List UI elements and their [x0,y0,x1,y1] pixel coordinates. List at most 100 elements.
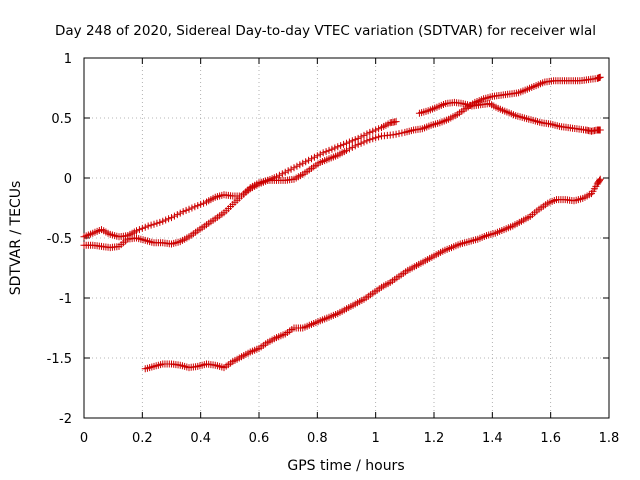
data-point [343,146,350,154]
data-point [176,209,184,217]
data-point [313,152,321,160]
y-tick-label: 0.5 [51,112,72,127]
chart-title: Day 248 of 2020, Sidereal Day-to-day VTE… [55,23,596,39]
data-point [363,137,371,145]
data-point [293,162,301,170]
series-4 [141,175,604,373]
data-point [322,148,330,156]
data-point [343,139,350,147]
data-point [389,131,397,139]
data-point [275,171,283,179]
data-point [170,212,178,220]
x-tick-label: 0.8 [307,431,328,446]
data-point [284,167,292,175]
data-point [162,216,170,224]
data-point [278,170,286,178]
data-point [153,219,161,227]
x-tick-label: 1.2 [424,431,445,446]
data-point [197,200,205,208]
y-tick-label: -0.5 [47,232,72,247]
data-point [348,137,356,145]
data-point [138,224,146,232]
x-tick-label: 1.8 [599,431,620,446]
data-point [299,159,307,167]
data-point [596,175,604,183]
data-point [310,153,318,161]
data-point [357,139,365,147]
data-point [290,164,298,172]
y-tick-labels: -2 -1.5 -1 -0.5 0 0.5 1 [47,52,72,427]
data-point [357,133,365,141]
data-point [296,161,304,169]
data-point [316,150,324,158]
data-point [168,214,175,222]
data-point [200,199,208,207]
data-point [369,135,377,143]
x-tick-label: 0 [80,431,88,446]
y-tick-label: 0 [64,172,72,187]
data-point [191,203,199,211]
data-point [345,138,353,146]
data-points [80,73,604,373]
series-3 [80,73,604,252]
data-point [308,155,315,163]
y-tick-label: -1 [59,292,72,307]
series-2 [415,98,604,135]
grid [84,58,609,418]
data-point [340,140,348,148]
x-tick-label: 1.6 [540,431,561,446]
data-point [354,134,362,142]
data-point [185,205,193,213]
data-point [135,226,143,234]
data-point [360,131,368,139]
data-point [156,218,164,226]
data-point [395,130,403,138]
data-point [372,126,380,134]
axis-ticks [83,57,610,419]
data-point [360,138,368,146]
data-point [281,168,289,176]
data-point [331,144,339,152]
data-point [165,215,173,223]
data-point [133,227,140,235]
data-point [188,204,196,212]
data-point [596,73,604,81]
data-point [354,140,362,148]
x-axis-label: GPS time / hours [287,458,404,474]
data-point [141,223,149,231]
data-point [596,126,604,134]
data-point [325,146,333,154]
data-point [302,158,310,166]
data-point [150,220,158,228]
x-tick-labels: 0 0.2 0.4 0.6 0.8 1 1.2 1.4 1.6 1.8 [80,431,619,446]
data-point [334,143,342,151]
data-point [596,176,604,184]
data-point [351,136,359,144]
data-point [351,142,359,150]
data-point [194,202,202,210]
data-point [147,221,155,229]
data-point [173,211,181,219]
data-point [392,118,400,126]
data-point [372,134,380,142]
data-point [287,165,295,173]
data-point [305,156,313,164]
data-point [159,217,167,225]
x-tick-label: 1.4 [482,431,503,446]
y-tick-label: 1 [64,52,72,67]
data-point [398,129,406,137]
data-point [366,128,374,136]
data-point [337,142,345,150]
data-point [366,136,374,144]
data-point [144,222,152,230]
data-point [179,208,187,216]
data-point [348,143,356,151]
x-tick-label: 1 [372,431,380,446]
data-point [319,149,327,157]
data-point [369,127,377,135]
data-point [392,130,400,138]
x-tick-label: 0.6 [249,431,270,446]
y-axis-label: SDTVAR / TECUs [8,181,24,296]
x-tick-label: 0.4 [190,431,211,446]
